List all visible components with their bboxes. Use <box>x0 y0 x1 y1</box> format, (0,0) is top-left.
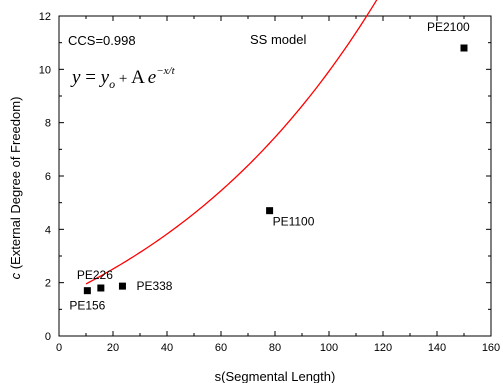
x-tick-label: 160 <box>482 342 500 354</box>
equation-A: A <box>131 67 145 88</box>
point-label-pe2100: PE2100 <box>427 20 470 34</box>
model-annotation: SS model <box>250 32 306 47</box>
equation-y0: y <box>99 67 110 88</box>
data-point-pe2100 <box>460 44 468 52</box>
data-point-pe156 <box>83 287 91 295</box>
x-axis-title: s(Segmental Length) <box>215 369 336 383</box>
fit-curve <box>85 0 378 285</box>
x-tick-label: 120 <box>374 342 392 354</box>
y-tick-label: 10 <box>39 64 51 76</box>
y-tick-label: 8 <box>45 118 51 130</box>
data-point-pe338 <box>118 282 126 290</box>
point-label-pe1100: PE1100 <box>273 215 315 229</box>
axes <box>58 15 492 337</box>
y-tick-label: 12 <box>39 11 51 23</box>
y-axis-title-text: (External Degree of Freedom) <box>8 97 23 273</box>
x-tick-label: 60 <box>215 342 227 354</box>
x-tick-label: 20 <box>107 342 119 354</box>
ccs-annotation: CCS=0.998 <box>68 33 136 48</box>
point-label-pe226: PE226 <box>77 268 113 282</box>
equation-equals: = <box>80 67 100 88</box>
tick-labels: 0 20 40 60 80 100 120 140 160 0 2 4 6 8 10 12 <box>39 11 500 354</box>
equation-plus: + <box>115 71 131 87</box>
y-tick-label: 0 <box>45 331 51 343</box>
x-tick-label: 80 <box>269 342 281 354</box>
y-tick-label: 6 <box>45 171 51 183</box>
y-tick-label: 2 <box>45 278 51 290</box>
point-label-pe338: PE338 <box>136 279 172 293</box>
equation-base: e <box>148 67 156 88</box>
point-label-pe156: PE156 <box>69 299 105 313</box>
equation-y0-subscript: o <box>109 77 115 91</box>
y-axis-title: c (External Degree of Freedom) <box>8 97 23 280</box>
equation-exponent: −x/t <box>156 65 175 77</box>
equation-lhs: y <box>70 67 81 88</box>
x-tick-label: 0 <box>56 342 62 354</box>
y-tick-label: 4 <box>45 224 51 236</box>
y-axis-title-symbol: c <box>8 272 23 279</box>
x-tick-label: 140 <box>428 342 446 354</box>
data-point-pe226 <box>97 284 105 292</box>
data-points: PE156 PE226 PE338 PE1100 PE2100 <box>69 20 470 313</box>
data-point-pe1100 <box>266 207 274 215</box>
x-tick-label: 100 <box>320 342 338 354</box>
x-tick-label: 40 <box>161 342 173 354</box>
